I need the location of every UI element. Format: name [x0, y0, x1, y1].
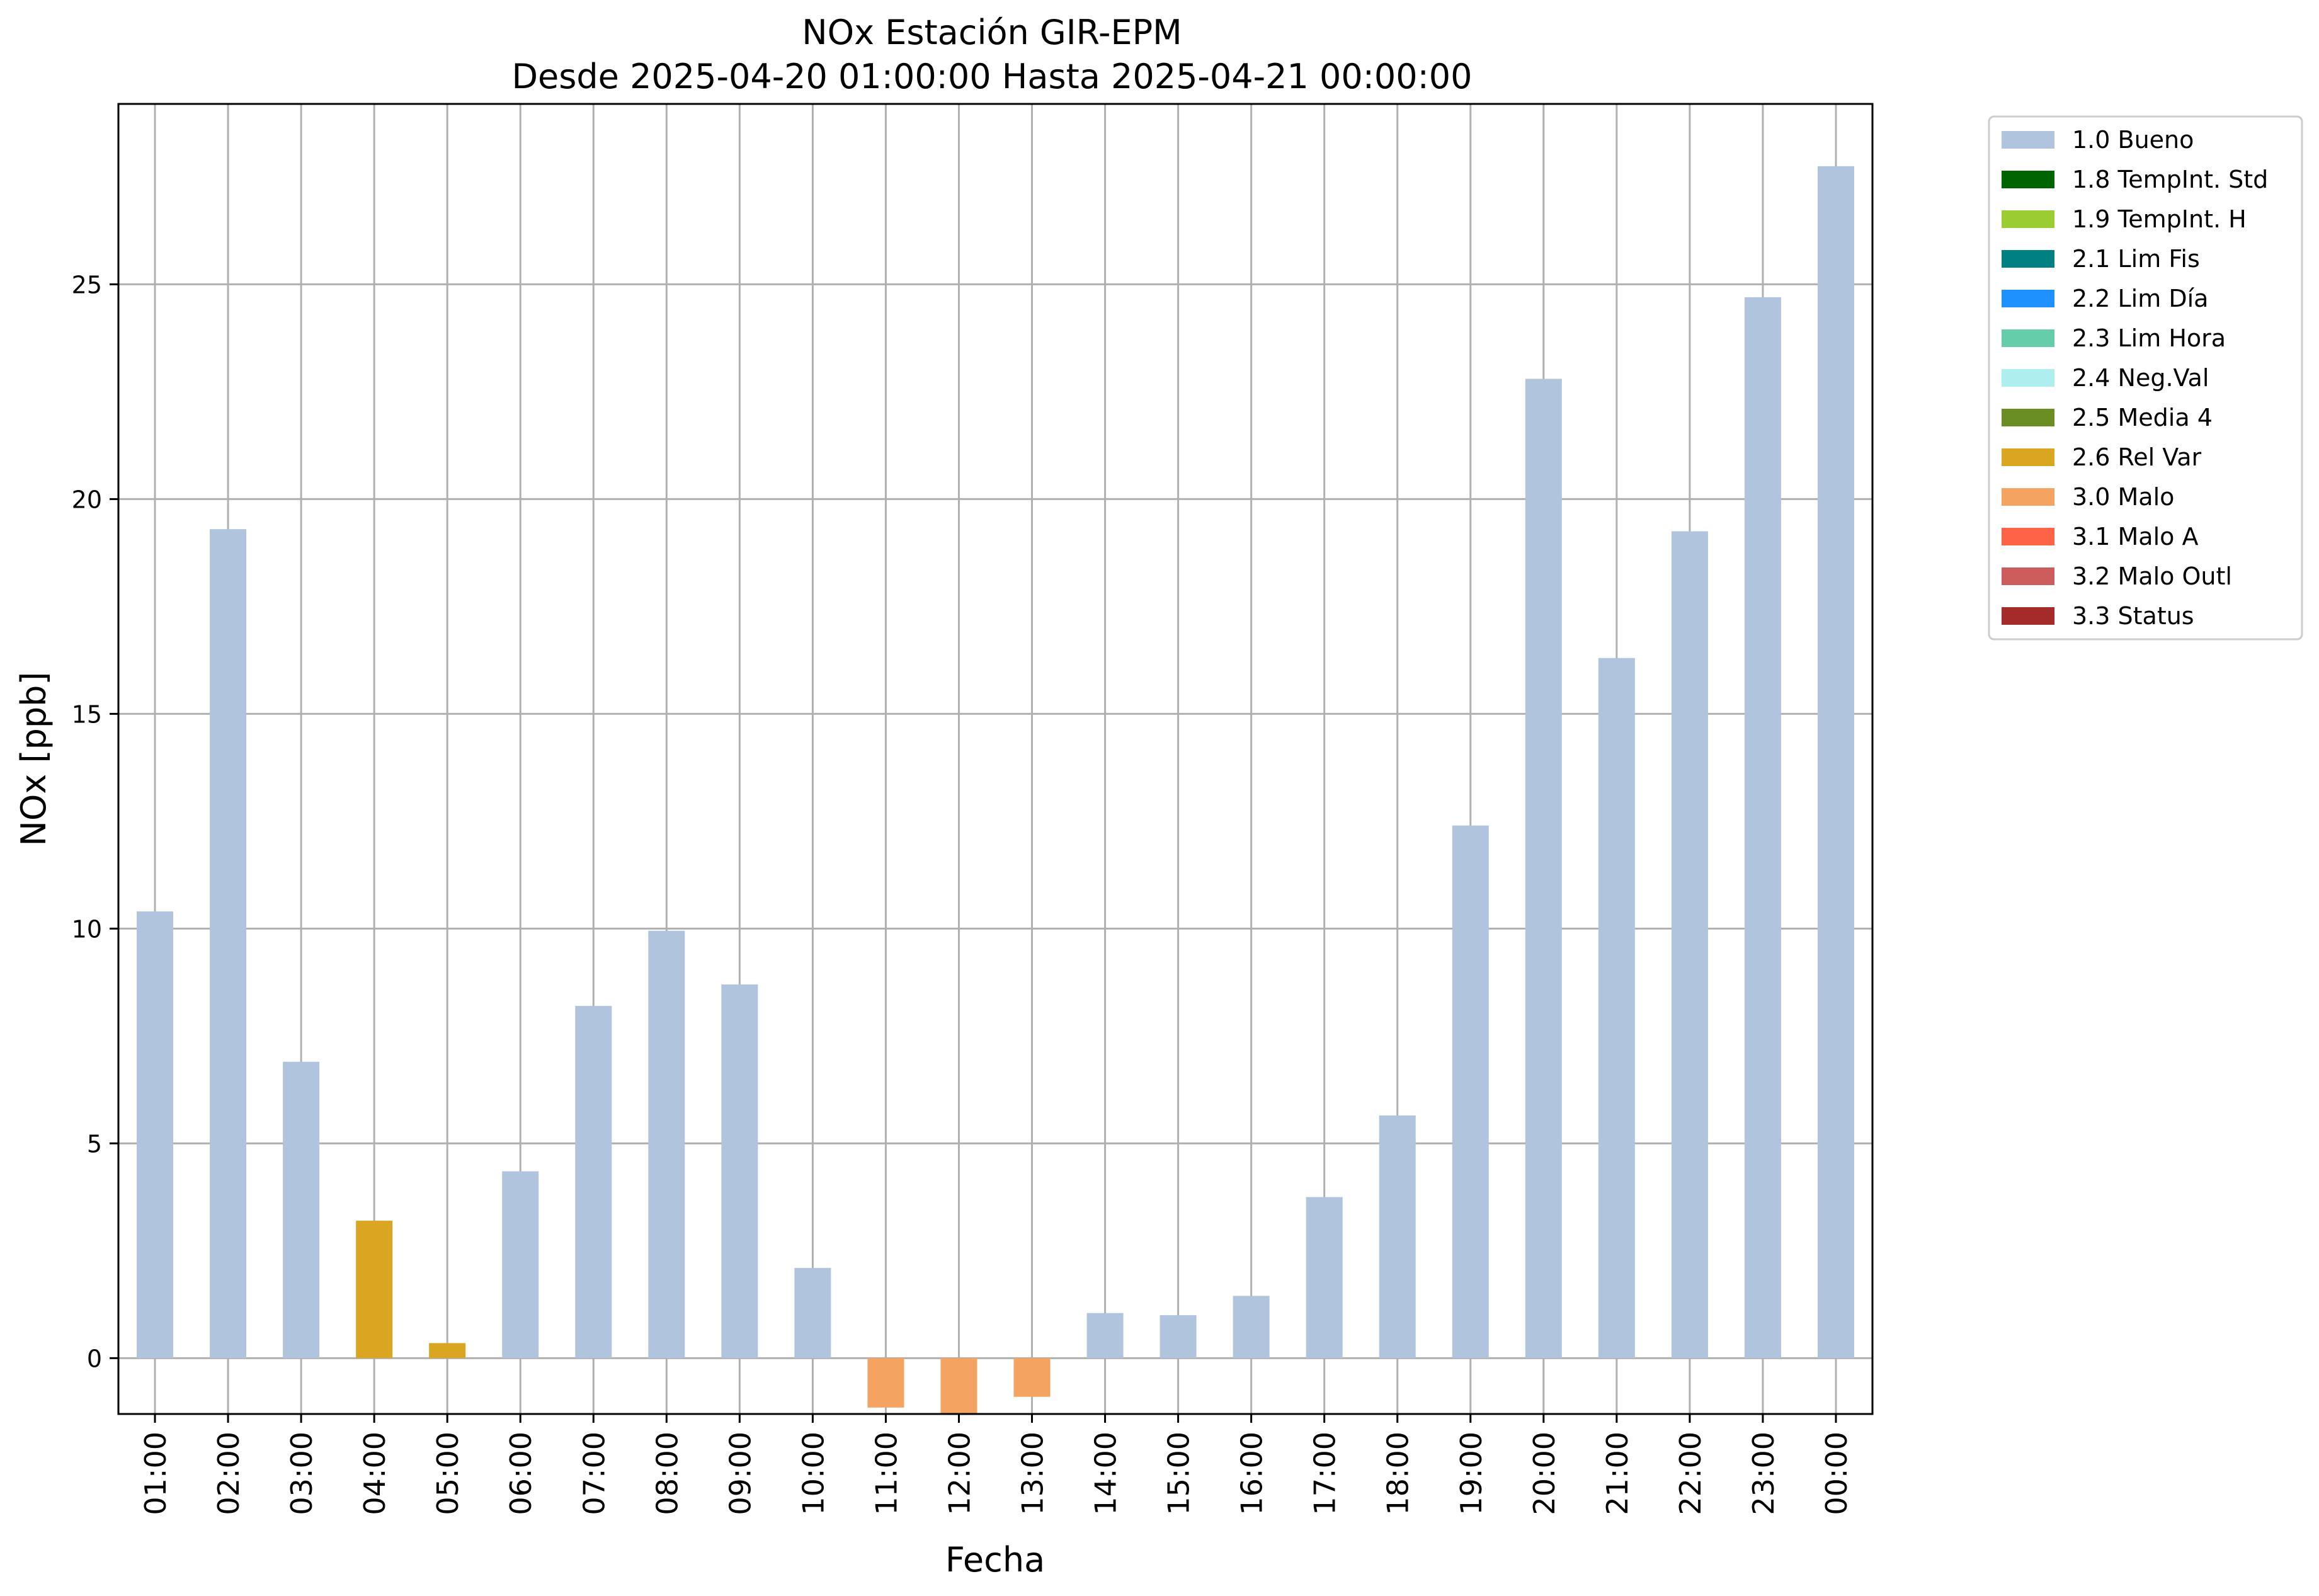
y-tick-label: 10 [72, 915, 102, 943]
bar [429, 1343, 466, 1359]
legend-swatch [2002, 607, 2054, 625]
legend-swatch [2002, 448, 2054, 466]
legend-swatch [2002, 567, 2054, 585]
bar [1525, 379, 1562, 1359]
legend-label: 3.0 Malo [2072, 483, 2174, 511]
legend: 1.0 Bueno 1.8 TempInt. Std 1.9 TempInt. H 2… [1988, 115, 2303, 641]
legend-label: 1.9 TempInt. H [2072, 205, 2247, 233]
chart-subtitle: Desde 2025-04-20 01:00:00 Hasta 2025-04-… [511, 57, 1472, 96]
x-tick-label: 07:00 [577, 1432, 611, 1515]
bar [283, 1061, 320, 1359]
legend-swatch [2002, 488, 2054, 506]
legend-swatch [2002, 131, 2054, 149]
x-tick-label: 08:00 [650, 1432, 684, 1515]
bar [1086, 1313, 1124, 1359]
legend-label: 2.6 Rel Var [2072, 443, 2202, 471]
y-tick-label: 5 [87, 1130, 102, 1158]
legend-swatch [2002, 290, 2054, 307]
legend-label: 2.3 Lim Hora [2072, 324, 2226, 352]
legend-label: 2.4 Neg.Val [2072, 364, 2209, 392]
x-tick-label: 13:00 [1016, 1432, 1050, 1515]
bar [1233, 1296, 1270, 1359]
y-tick-label: 0 [87, 1345, 102, 1372]
bar [940, 1358, 977, 1414]
y-tick-label: 20 [72, 486, 102, 513]
x-tick-label: 02:00 [212, 1432, 246, 1515]
legend-label: 3.2 Malo Outl [2072, 562, 2232, 590]
bar [1452, 825, 1489, 1359]
bar [794, 1268, 831, 1359]
chart-title: NOx Estación GIR-EPM [802, 13, 1182, 52]
legend-swatch [2002, 210, 2054, 228]
bar [1671, 531, 1708, 1359]
x-tick-label: 21:00 [1600, 1432, 1634, 1515]
legend-swatch [2002, 250, 2054, 268]
x-tick-label: 15:00 [1162, 1432, 1196, 1515]
legend-label: 3.3 Status [2072, 602, 2194, 630]
x-tick-label: 06:00 [504, 1432, 538, 1515]
legend-label: 3.1 Malo A [2072, 523, 2198, 550]
x-tick-label: 00:00 [1820, 1432, 1854, 1515]
x-tick-label: 23:00 [1746, 1432, 1781, 1515]
bar [210, 529, 247, 1359]
y-tick-label: 15 [72, 700, 102, 728]
x-tick-label: 10:00 [796, 1432, 830, 1515]
legend-swatch [2002, 409, 2054, 426]
bar [721, 984, 758, 1359]
x-tick-label: 14:00 [1089, 1432, 1123, 1515]
legend-label: 1.8 TempInt. Std [2072, 166, 2268, 193]
bar [1598, 658, 1635, 1359]
y-axis: 0 5 10 15 20 25 [72, 271, 118, 1372]
x-tick-label: 20:00 [1527, 1432, 1561, 1515]
plot-frame [117, 103, 1874, 1415]
x-axis-label: Fecha [945, 1540, 1045, 1580]
x-tick-label: 03:00 [285, 1432, 319, 1515]
x-tick-label: 18:00 [1381, 1432, 1415, 1515]
x-tick-label: 17:00 [1308, 1432, 1342, 1515]
bar [356, 1221, 393, 1359]
legend-swatch [2002, 329, 2054, 347]
x-axis: 01:00 02:00 03:00 04:00 05:00 06:00 07:00 08:00… [139, 1414, 1854, 1515]
legend-swatch [2002, 369, 2054, 387]
x-tick-label: 22:00 [1673, 1432, 1707, 1515]
legend-label: 2.5 Media 4 [2072, 404, 2213, 431]
bar [1817, 166, 1854, 1359]
legend-swatch [2002, 528, 2054, 545]
legend-label: 1.0 Bueno [2072, 126, 2194, 154]
bar [1013, 1358, 1051, 1397]
x-tick-label: 12:00 [942, 1432, 976, 1515]
bar [1160, 1315, 1197, 1359]
bar [137, 911, 174, 1359]
bar [648, 930, 685, 1359]
bar [1306, 1197, 1343, 1359]
bar [502, 1171, 539, 1359]
x-tick-label: 01:00 [139, 1432, 173, 1515]
x-tick-label: 04:00 [358, 1432, 392, 1515]
bar [1744, 297, 1781, 1359]
bars [137, 166, 1854, 1414]
bar [1379, 1115, 1416, 1359]
y-tick-label: 25 [72, 271, 102, 299]
x-tick-label: 11:00 [869, 1432, 903, 1515]
x-tick-label: 16:00 [1235, 1432, 1269, 1515]
bar [575, 1006, 612, 1359]
x-tick-label: 09:00 [723, 1432, 757, 1515]
legend-label: 2.2 Lim Día [2072, 285, 2208, 312]
legend-label: 2.1 Lim Fis [2072, 245, 2200, 273]
legend-swatch [2002, 171, 2054, 188]
x-tick-label: 05:00 [431, 1432, 465, 1515]
legend-box [1988, 115, 2303, 641]
x-tick-label: 19:00 [1454, 1432, 1488, 1515]
bar [867, 1358, 904, 1408]
y-axis-label: NOx [ppb] [14, 672, 54, 846]
